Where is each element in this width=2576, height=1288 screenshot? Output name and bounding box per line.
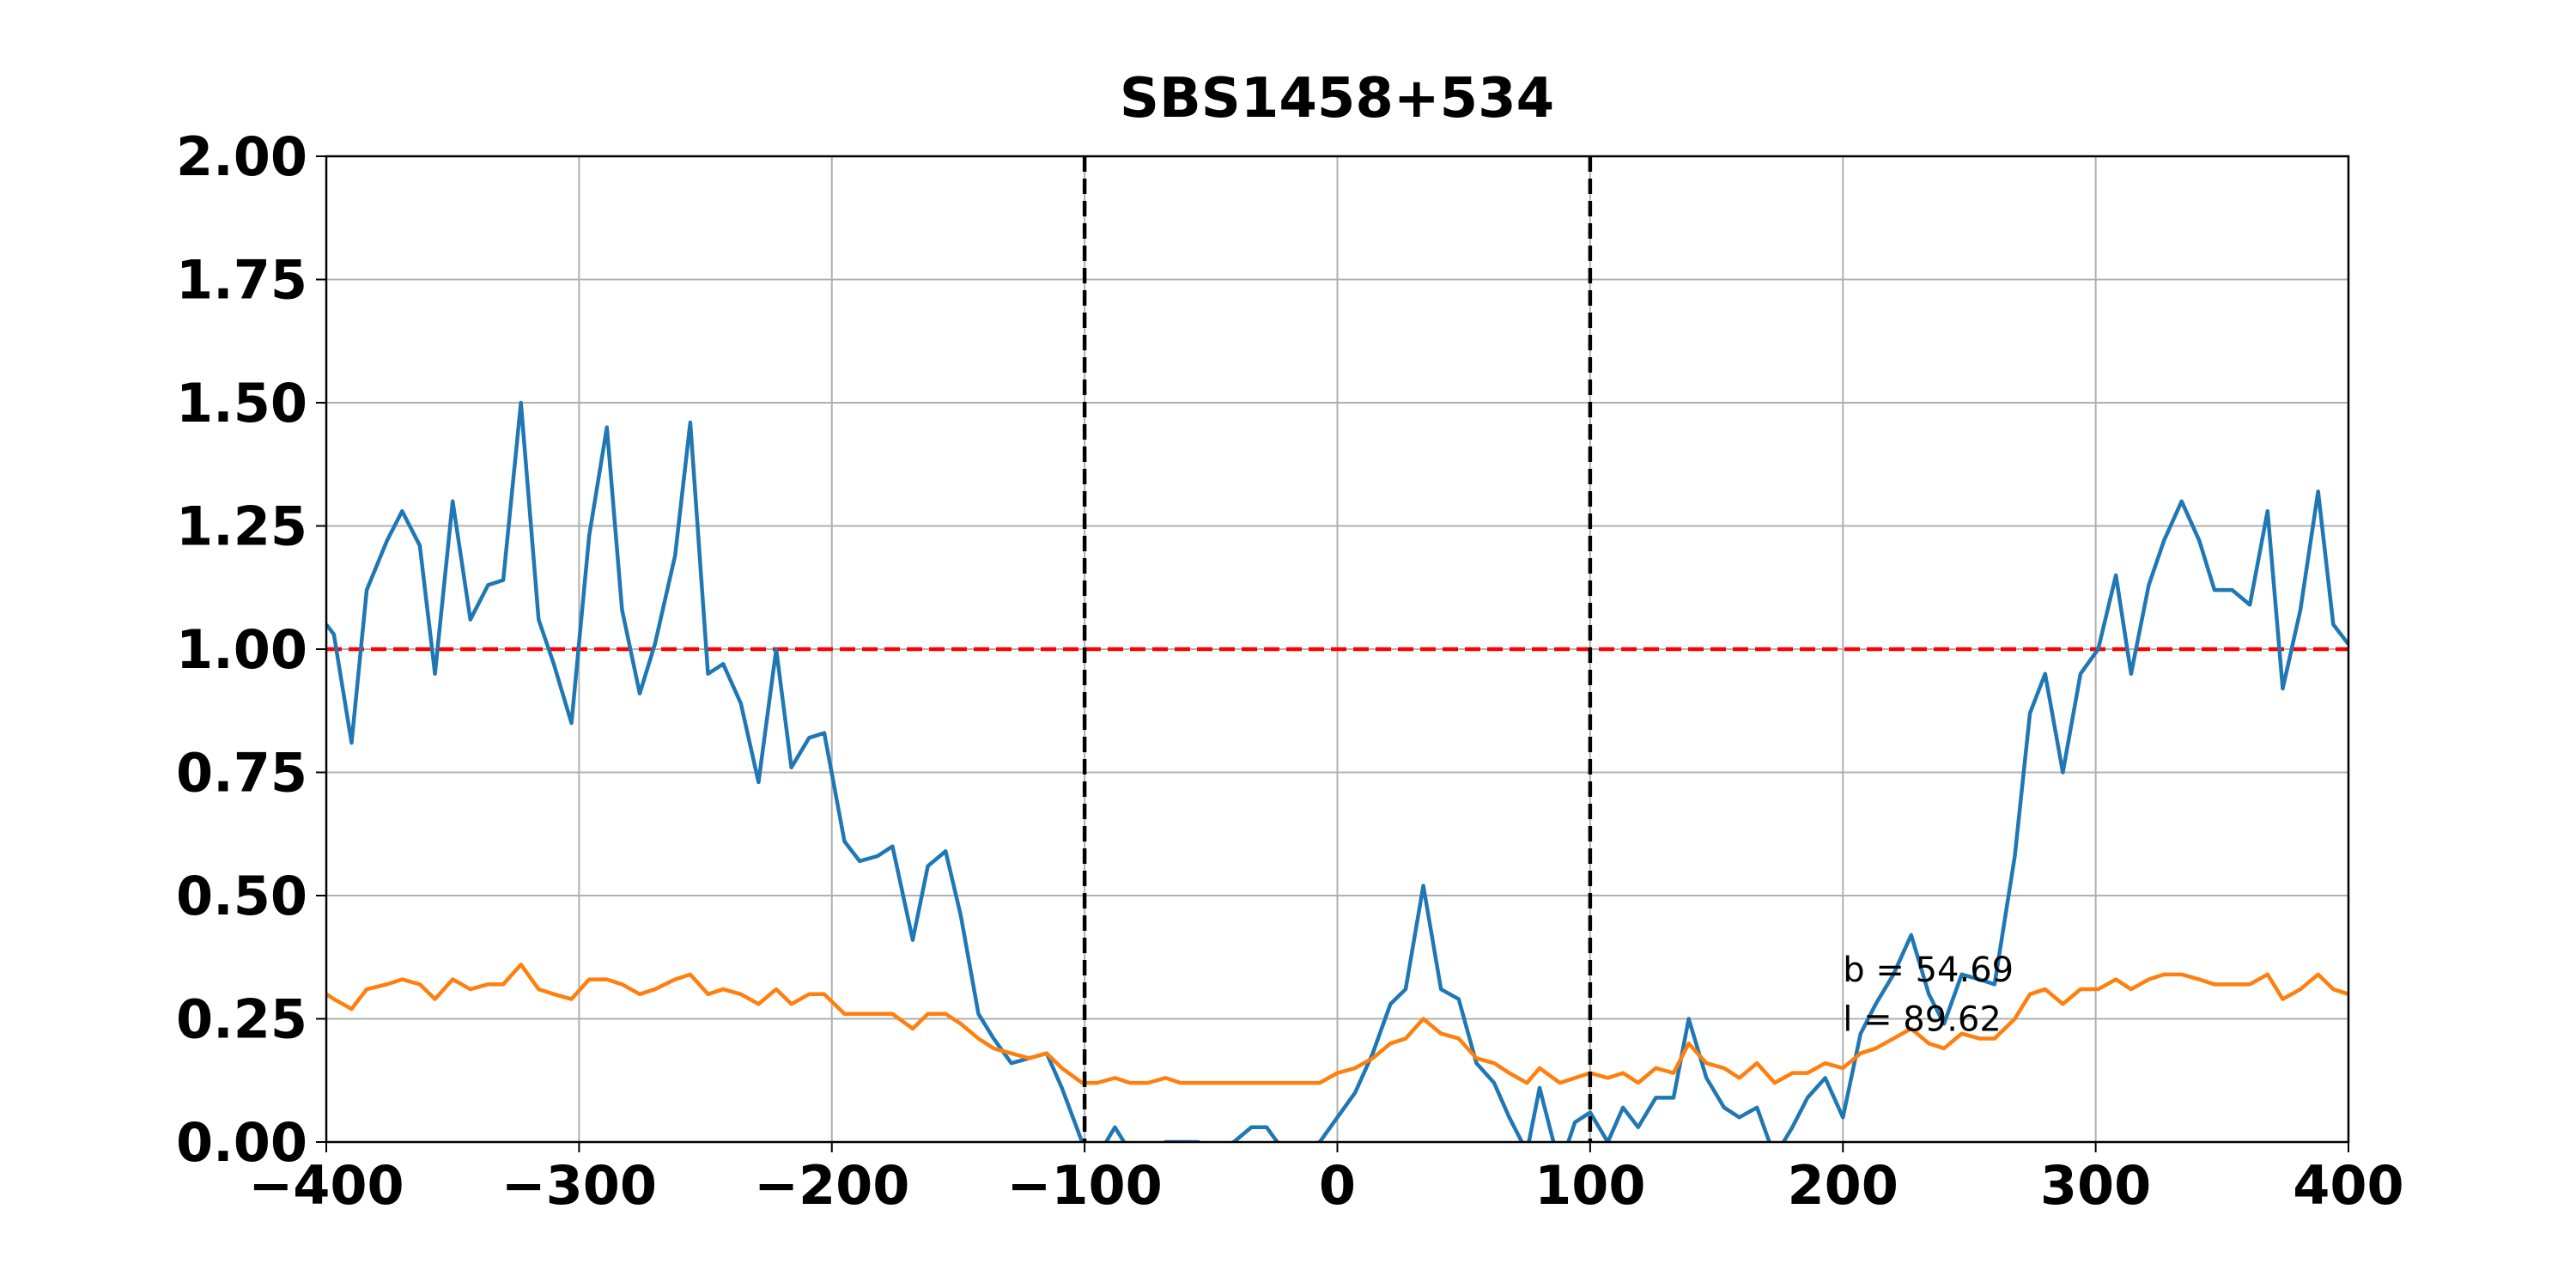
x-tick-label: 0 [1319,1154,1356,1217]
plot-area [326,156,2348,1142]
y-tick-label: 1.00 [176,618,307,681]
x-tick-label: −400 [248,1154,404,1217]
y-tick-label: 0.75 [176,742,307,805]
x-tick-label: −200 [754,1154,909,1217]
labels: −400 −300 −200 −100 0 100 200 300 400 0.00 0.25 0.5… [176,125,2404,1217]
x-tick-label: 300 [2040,1154,2151,1217]
y-tick-label: 1.75 [176,249,307,312]
x-tick-label: 400 [2293,1154,2403,1217]
data-line [326,400,2348,1142]
y-tick-label: 0.25 [176,988,307,1051]
y-tick-label: 2.00 [176,125,307,188]
x-tick-label: 200 [1788,1154,1899,1217]
x-tick-label: 100 [1534,1154,1645,1217]
y-tick-label: 0.50 [176,865,307,927]
y-tick-label: 0.00 [176,1111,307,1174]
x-tick-label: −300 [501,1154,657,1217]
data-line [326,963,2348,1085]
annotation: b = 54.69 [1843,951,2014,990]
x-tick-label: −100 [1006,1154,1162,1217]
y-tick-label: 1.50 [176,372,307,434]
chart-title: SBS1458+534 [1120,67,1554,131]
y-tick-label: 1.25 [176,495,307,558]
annotation: l = 89.62 [1843,1000,2002,1040]
